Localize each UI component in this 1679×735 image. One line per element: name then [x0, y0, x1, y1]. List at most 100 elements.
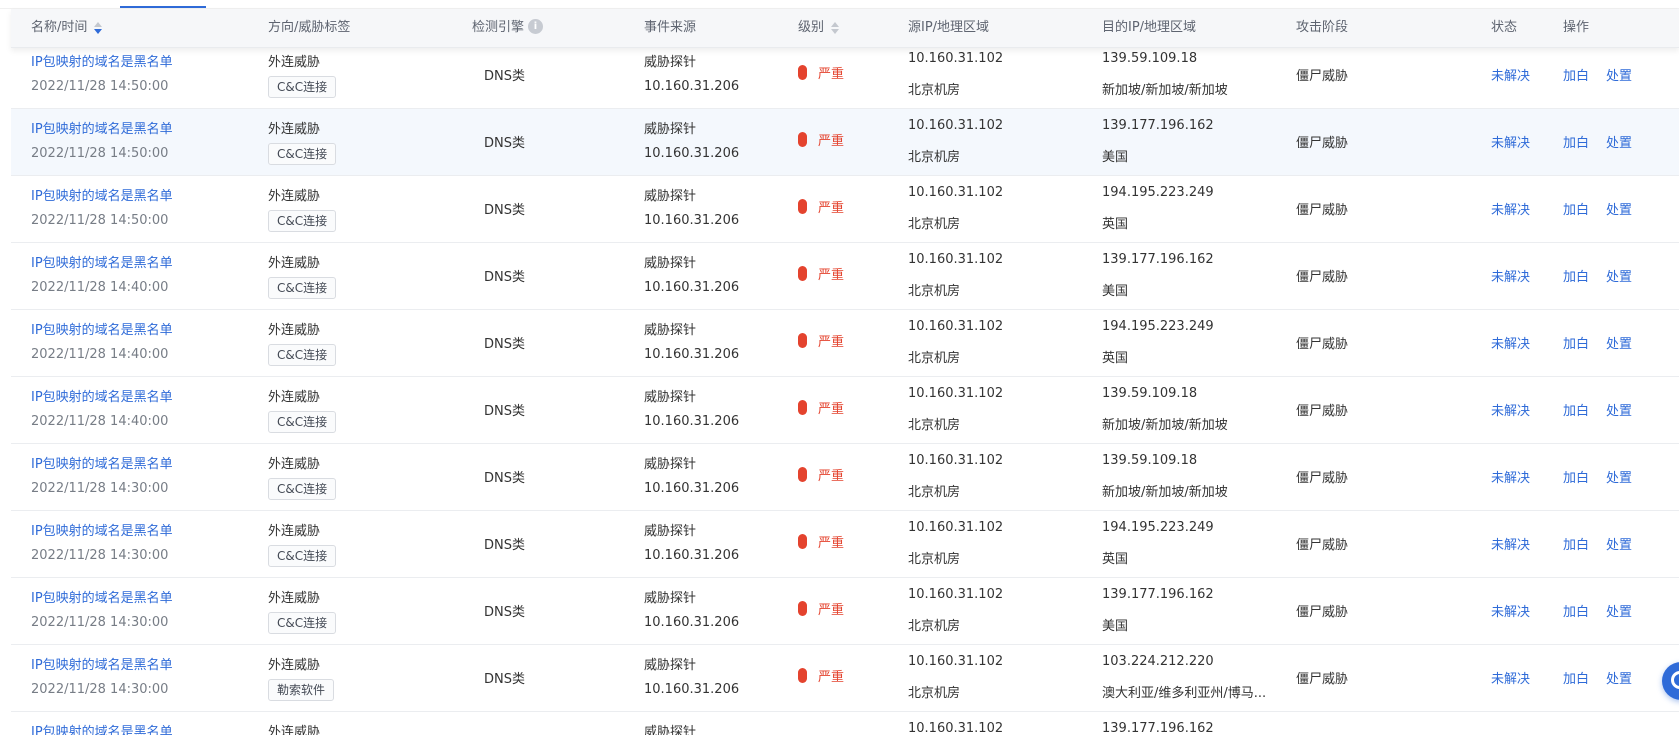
table-row[interactable]: IP包映射的域名是黑名单 2022/11/28 14:30:00 外连威胁 勒索软件 D… — [11, 645, 1679, 712]
destination-ip: 139.177.196.162 — [1102, 118, 1214, 133]
source-region: 北京机房 — [908, 284, 961, 299]
handle-button[interactable]: 处置 — [1606, 672, 1633, 687]
source-ip: 10.160.31.102 — [908, 386, 1004, 401]
whitelist-button[interactable]: 加白 — [1563, 136, 1590, 151]
detection-engine: DNS类 — [484, 69, 525, 84]
handle-button[interactable]: 处置 — [1606, 69, 1633, 84]
detection-engine: DNS类 — [484, 471, 525, 486]
destination-region: 美国 — [1102, 150, 1129, 165]
col-header-dst-ip: 目的IP/地理区域 — [1102, 20, 1197, 35]
event-name-link[interactable]: IP包映射的域名是黑名单 — [31, 55, 173, 70]
whitelist-button[interactable]: 加白 — [1563, 69, 1590, 84]
destination-ip: 103.224.212.220 — [1102, 654, 1214, 669]
status-link[interactable]: 未解决 — [1491, 538, 1531, 553]
whitelist-button[interactable]: 加白 — [1563, 404, 1590, 419]
event-name-link[interactable]: IP包映射的域名是黑名单 — [31, 256, 173, 271]
whitelist-button[interactable]: 加白 — [1563, 605, 1590, 620]
event-name-link[interactable]: IP包映射的域名是黑名单 — [31, 457, 173, 472]
source-ip: 10.160.31.102 — [908, 185, 1004, 200]
event-name-link[interactable]: IP包映射的域名是黑名单 — [31, 122, 173, 137]
col-header-engine: 检测引擎 i — [472, 9, 544, 47]
active-tab-indicator — [120, 6, 206, 8]
attack-stage: 僵尸威胁 — [1296, 136, 1349, 151]
event-name-link[interactable]: IP包映射的域名是黑名单 — [31, 658, 173, 673]
col-header-level-label: 级别 — [798, 20, 825, 35]
source-region: 北京机房 — [908, 83, 961, 98]
handle-button[interactable]: 处置 — [1606, 538, 1633, 553]
source-ip: 10.160.31.102 — [908, 118, 1004, 133]
severity-dot-icon — [798, 333, 807, 348]
table-row[interactable]: IP包映射的域名是黑名单 2022/11/28 14:30:00 外连威胁 C&C连接… — [11, 444, 1679, 511]
table-row[interactable]: IP包映射的域名是黑名单 2022/11/28 14:30:00 外连威胁 C&C连接… — [11, 578, 1679, 645]
status-link[interactable]: 未解决 — [1491, 605, 1531, 620]
destination-region: 澳大利亚/维多利亚州/博马... — [1102, 686, 1267, 701]
event-time: 2022/11/28 14:50:00 — [31, 79, 169, 94]
status-link[interactable]: 未解决 — [1491, 69, 1531, 84]
event-source: 威胁探针 — [644, 256, 697, 271]
destination-ip: 139.177.196.162 — [1102, 721, 1214, 735]
table-row[interactable]: IP包映射的域名是黑名单 2022/11/28 14:30:00 外连威胁 C&C连接… — [11, 511, 1679, 578]
event-source: 威胁探针 — [644, 457, 697, 472]
table-row[interactable]: IP包映射的域名是黑名单 2022/11/28 14:50:00 外连威胁 C&C连接… — [11, 176, 1679, 243]
attack-stage: 僵尸威胁 — [1296, 337, 1349, 352]
handle-button[interactable]: 处置 — [1606, 203, 1633, 218]
status-link[interactable]: 未解决 — [1491, 404, 1531, 419]
status-link[interactable]: 未解决 — [1491, 270, 1531, 285]
table-row[interactable]: IP包映射的域名是黑名单 外连威胁 威胁探针 10.160.31.102 139.177… — [11, 712, 1679, 735]
event-name-link[interactable]: IP包映射的域名是黑名单 — [31, 524, 173, 539]
whitelist-button[interactable]: 加白 — [1563, 337, 1590, 352]
destination-region: 新加坡/新加坡/新加坡 — [1102, 418, 1228, 433]
event-name-link[interactable]: IP包映射的域名是黑名单 — [31, 189, 173, 204]
event-source: 威胁探针 — [644, 55, 697, 70]
status-link[interactable]: 未解决 — [1491, 203, 1531, 218]
col-header-level[interactable]: 级别 — [798, 9, 840, 47]
destination-region: 美国 — [1102, 619, 1129, 634]
direction: 外连威胁 — [268, 658, 321, 673]
status-link[interactable]: 未解决 — [1491, 672, 1531, 687]
col-header-name-time[interactable]: 名称/时间 — [31, 9, 103, 47]
direction: 外连威胁 — [268, 457, 321, 472]
table-row[interactable]: IP包映射的域名是黑名单 2022/11/28 14:50:00 外连威胁 C&C连接… — [11, 42, 1679, 109]
col-header-name-time-label: 名称/时间 — [31, 20, 88, 35]
event-source: 威胁探针 — [644, 122, 697, 137]
event-time: 2022/11/28 14:30:00 — [31, 481, 169, 496]
sort-icon[interactable] — [830, 20, 840, 36]
whitelist-button[interactable]: 加白 — [1563, 203, 1590, 218]
status-link[interactable]: 未解决 — [1491, 471, 1531, 486]
sort-icon[interactable] — [93, 20, 103, 36]
event-name-link[interactable]: IP包映射的域名是黑名单 — [31, 390, 173, 405]
source-ip: 10.160.31.102 — [908, 587, 1004, 602]
whitelist-button[interactable]: 加白 — [1563, 471, 1590, 486]
table-row[interactable]: IP包映射的域名是黑名单 2022/11/28 14:40:00 外连威胁 C&C连接… — [11, 310, 1679, 377]
status-link[interactable]: 未解决 — [1491, 337, 1531, 352]
severity-label: 严重 — [818, 201, 845, 216]
handle-button[interactable]: 处置 — [1606, 605, 1633, 620]
attack-stage: 僵尸威胁 — [1296, 471, 1349, 486]
event-time: 2022/11/28 14:30:00 — [31, 682, 169, 697]
status-link[interactable]: 未解决 — [1491, 136, 1531, 151]
table-row[interactable]: IP包映射的域名是黑名单 2022/11/28 14:50:00 外连威胁 C&C连接… — [11, 109, 1679, 176]
handle-button[interactable]: 处置 — [1606, 136, 1633, 151]
source-ip: 10.160.31.102 — [908, 252, 1004, 267]
table-row[interactable]: IP包映射的域名是黑名单 2022/11/28 14:40:00 外连威胁 C&C连接… — [11, 377, 1679, 444]
destination-region: 新加坡/新加坡/新加坡 — [1102, 485, 1228, 500]
table-row[interactable]: IP包映射的域名是黑名单 2022/11/28 14:40:00 外连威胁 C&C连接… — [11, 243, 1679, 310]
handle-button[interactable]: 处置 — [1606, 337, 1633, 352]
info-icon[interactable]: i — [528, 19, 544, 34]
event-time: 2022/11/28 14:50:00 — [31, 213, 169, 228]
handle-button[interactable]: 处置 — [1606, 270, 1633, 285]
event-name-link[interactable]: IP包映射的域名是黑名单 — [31, 591, 173, 606]
event-source-ip: 10.160.31.206 — [644, 414, 740, 429]
whitelist-button[interactable]: 加白 — [1563, 538, 1590, 553]
whitelist-button[interactable]: 加白 — [1563, 270, 1590, 285]
col-header-status: 状态 — [1491, 20, 1518, 35]
direction: 外连威胁 — [268, 524, 321, 539]
event-name-link[interactable]: IP包映射的域名是黑名单 — [31, 725, 173, 735]
handle-button[interactable]: 处置 — [1606, 471, 1633, 486]
whitelist-button[interactable]: 加白 — [1563, 672, 1590, 687]
support-float-button[interactable] — [1662, 662, 1679, 700]
handle-button[interactable]: 处置 — [1606, 404, 1633, 419]
event-name-link[interactable]: IP包映射的域名是黑名单 — [31, 323, 173, 338]
threat-tag: C&C连接 — [268, 210, 337, 232]
source-region: 北京机房 — [908, 619, 961, 634]
